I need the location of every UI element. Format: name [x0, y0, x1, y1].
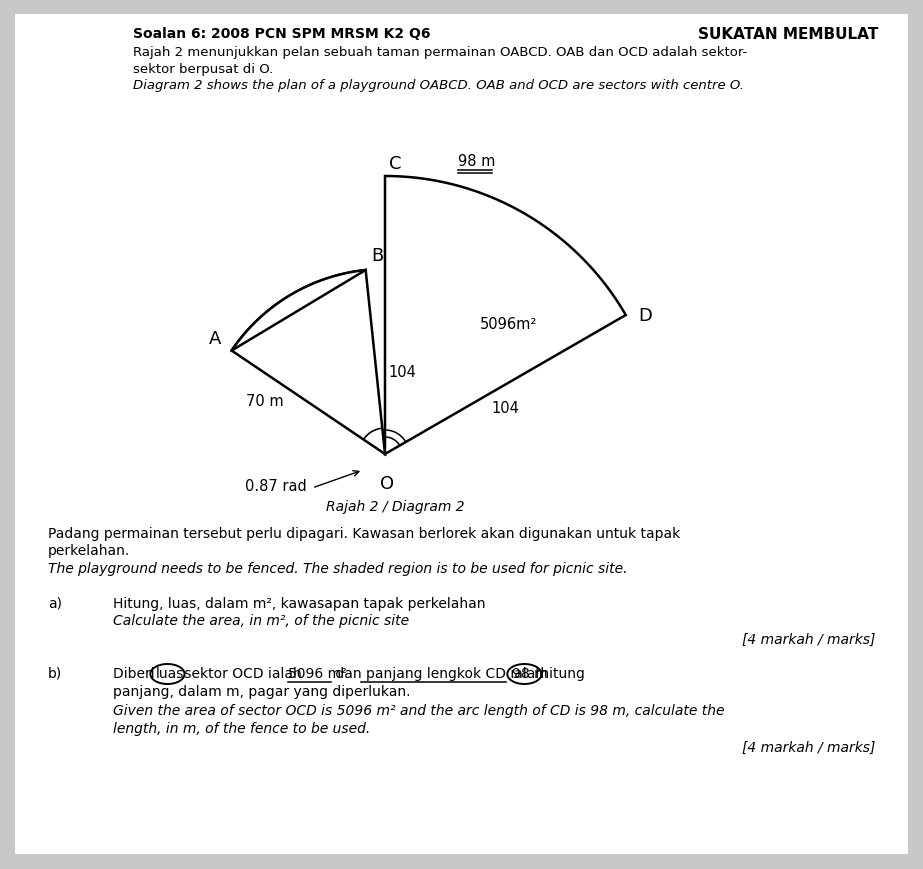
Text: perkelahan.: perkelahan.	[48, 543, 130, 557]
Text: luas: luas	[155, 667, 184, 680]
Text: 0.87 rad: 0.87 rad	[246, 479, 307, 494]
Text: Diagram 2 shows the plan of a playground OABCD. OAB and OCD are sectors with cen: Diagram 2 shows the plan of a playground…	[133, 79, 744, 92]
Text: hitung: hitung	[536, 667, 585, 680]
Text: Padang permainan tersebut perlu dipagari. Kawasan berlorek akan digunakan untuk : Padang permainan tersebut perlu dipagari…	[48, 527, 680, 541]
Text: length, in m, of the fence to be used.: length, in m, of the fence to be used.	[113, 721, 370, 735]
Text: a): a)	[48, 596, 62, 610]
Text: b): b)	[48, 667, 62, 680]
Text: sektor berpusat di O.: sektor berpusat di O.	[133, 63, 273, 76]
Text: 70 m: 70 m	[246, 394, 283, 408]
Text: Rajah 2 menunjukkan pelan sebuah taman permainan OABCD. OAB dan OCD adalah sekto: Rajah 2 menunjukkan pelan sebuah taman p…	[133, 46, 748, 59]
Text: 98 m: 98 m	[459, 153, 496, 169]
Text: C: C	[389, 155, 402, 173]
Polygon shape	[232, 271, 385, 454]
Text: SUKATAN MEMBULAT: SUKATAN MEMBULAT	[698, 27, 879, 42]
Text: 5096 m²: 5096 m²	[289, 667, 347, 680]
Text: [4 markah / marks]: [4 markah / marks]	[741, 633, 875, 647]
Text: D: D	[638, 307, 652, 325]
Text: sektor OCD ialah: sektor OCD ialah	[180, 667, 306, 680]
Text: Calculate the area, in m², of the picnic site: Calculate the area, in m², of the picnic…	[113, 614, 409, 627]
Text: B: B	[372, 247, 384, 265]
Text: O: O	[380, 474, 394, 493]
Text: 104: 104	[388, 365, 416, 380]
FancyBboxPatch shape	[15, 15, 908, 854]
Text: 104: 104	[491, 401, 520, 416]
Text: Given the area of sector OCD is 5096 m² and the arc length of CD is 98 m, calcul: Given the area of sector OCD is 5096 m² …	[113, 703, 725, 717]
Text: 98 m: 98 m	[512, 667, 548, 680]
Text: A: A	[210, 329, 222, 347]
Polygon shape	[385, 176, 626, 454]
Text: Hitung, luas, dalam m², kawasapan tapak perkelahan: Hitung, luas, dalam m², kawasapan tapak …	[113, 596, 485, 610]
Text: 5096m²: 5096m²	[480, 317, 537, 332]
Text: panjang, dalam m, pagar yang diperlukan.: panjang, dalam m, pagar yang diperlukan.	[113, 684, 411, 698]
Text: Diberi: Diberi	[113, 667, 159, 680]
Text: [4 markah / marks]: [4 markah / marks]	[741, 740, 875, 754]
Text: Rajah 2 / Diagram 2: Rajah 2 / Diagram 2	[326, 500, 464, 514]
Text: The playground needs to be fenced. The shaded region is to be used for picnic si: The playground needs to be fenced. The s…	[48, 561, 628, 575]
Text: dan panjang lengkok CD ialah: dan panjang lengkok CD ialah	[330, 667, 544, 680]
Text: Soalan 6: 2008 PCN SPM MRSM K2 Q6: Soalan 6: 2008 PCN SPM MRSM K2 Q6	[133, 27, 430, 41]
Polygon shape	[232, 271, 366, 351]
